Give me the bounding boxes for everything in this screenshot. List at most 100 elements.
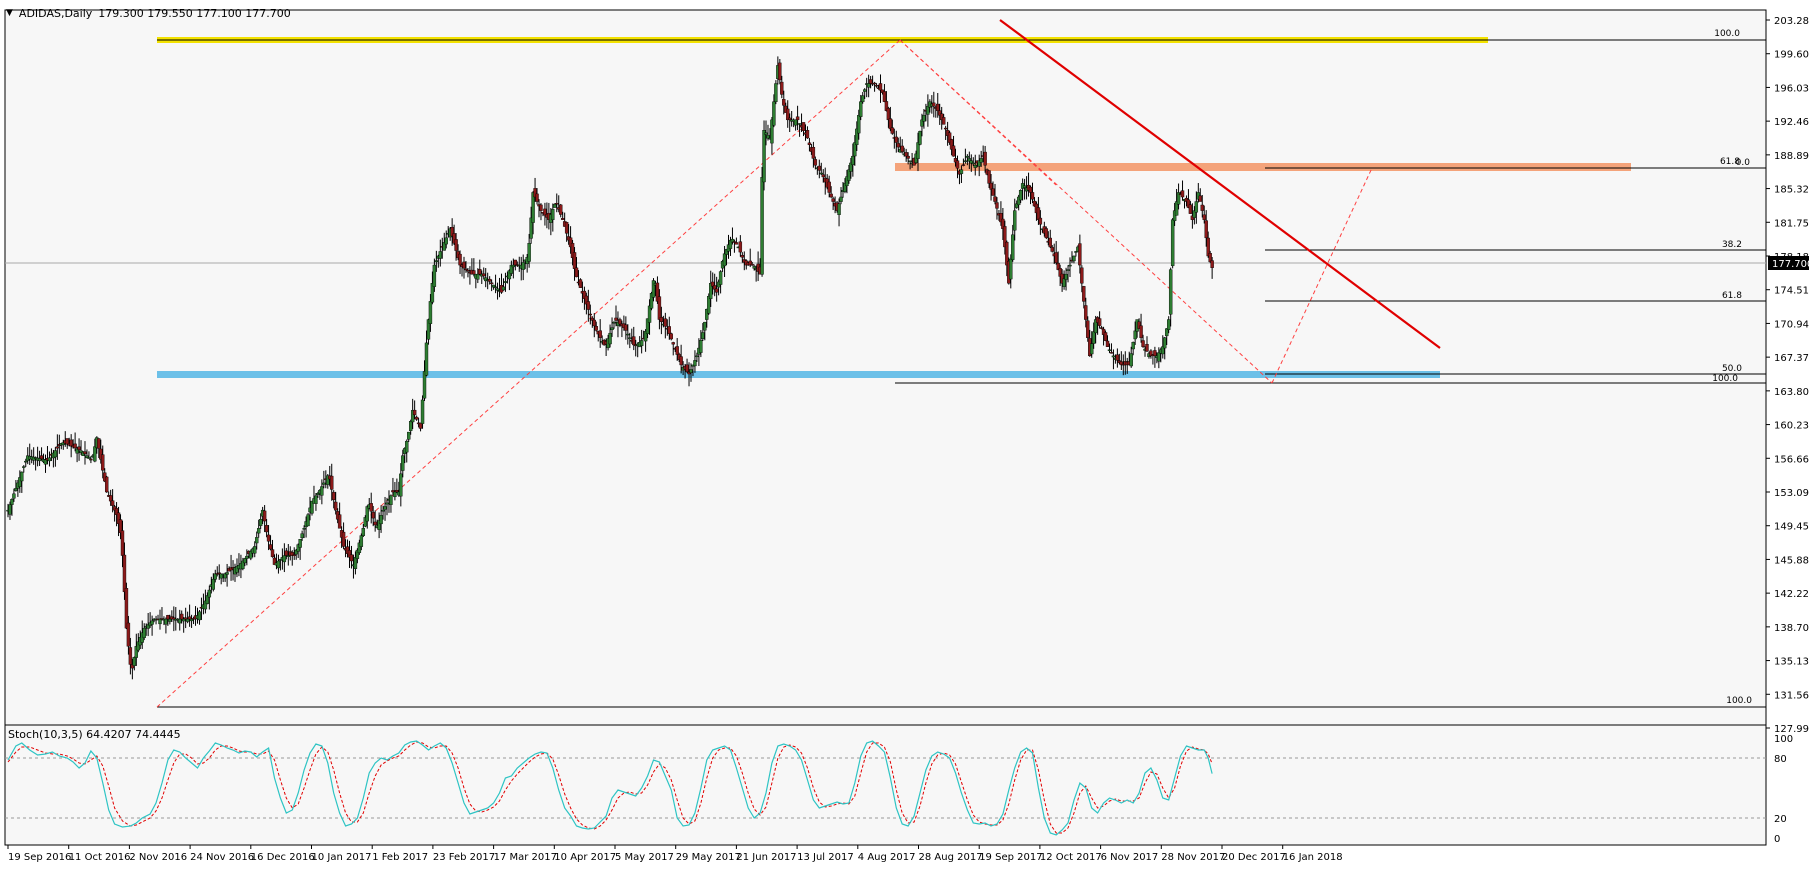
candle-body (341, 531, 346, 547)
candle-body (22, 466, 26, 468)
candle-body (764, 132, 768, 135)
candle-body (166, 615, 170, 620)
x-tick-label: 23 Feb 2017 (433, 852, 495, 863)
candle-body (405, 440, 409, 453)
candle-body (1018, 189, 1023, 201)
candle-body (831, 198, 835, 202)
candle-body (132, 657, 137, 666)
stoch-signal-line (7, 741, 1213, 834)
candle-body (1172, 210, 1177, 221)
candle-body (531, 192, 535, 223)
candle-body (306, 514, 310, 527)
candle-body (1103, 332, 1108, 341)
candle-body (478, 269, 482, 275)
candle-body (632, 336, 636, 346)
candle-body (679, 356, 683, 366)
candle-body (1078, 243, 1082, 266)
candle-body (262, 510, 267, 522)
candle-body (906, 155, 910, 159)
candle-body (951, 145, 956, 157)
stochastic-panel (4, 724, 1767, 846)
candle-body (495, 288, 500, 291)
candle-body (422, 371, 427, 399)
candle-body (513, 259, 518, 266)
candle-body (936, 103, 940, 111)
candle-body (87, 457, 91, 459)
candle-body (412, 409, 417, 416)
candle-body (614, 317, 618, 321)
candle-body (1198, 195, 1202, 202)
candle-body (1131, 342, 1135, 350)
candle-body (628, 337, 632, 339)
candle-body (1188, 204, 1193, 214)
candle-body (432, 264, 437, 287)
candle-body (511, 264, 516, 268)
stoch-y-tick-label: 100 (1774, 734, 1793, 745)
candle-body (647, 305, 652, 323)
resistance-zone-band (895, 163, 1631, 171)
y-tick-label: 196.035 (1774, 83, 1809, 94)
candle-body (740, 255, 745, 258)
candle-body (894, 136, 898, 143)
candle-body (332, 492, 336, 500)
candle-body (349, 554, 354, 562)
candle-body (128, 647, 133, 665)
candle-body (89, 458, 93, 461)
x-tick-label: 29 May 2017 (676, 852, 741, 863)
candle-body (383, 506, 387, 510)
candle-body (438, 251, 443, 259)
candle-body (300, 533, 304, 539)
candle-body (245, 555, 249, 559)
candle-body (995, 202, 999, 209)
candle-body (1107, 349, 1112, 351)
candle-body (391, 490, 395, 493)
fib-level-label: 0.0 (1736, 158, 1751, 168)
candle-body (965, 155, 970, 158)
candle-body (882, 91, 887, 102)
candle-body (863, 89, 867, 92)
x-tick-label: 5 May 2017 (615, 852, 674, 863)
candle-body (1111, 355, 1116, 358)
candle-body (1180, 190, 1185, 198)
ohlc-values: 179.300 179.550 177.100 177.700 (98, 6, 291, 20)
y-tick-label: 174.510 (1774, 286, 1809, 297)
candle-body (774, 83, 778, 102)
candle-body (971, 162, 975, 165)
candle-body (264, 525, 269, 533)
y-tick-label: 199.600 (1774, 50, 1809, 61)
candle-body (258, 519, 263, 526)
candle-body (1062, 278, 1066, 287)
candle-body (43, 459, 48, 465)
candle-body (73, 443, 77, 449)
candle-body (430, 283, 435, 303)
candle-body (551, 209, 555, 220)
candle-body (1139, 325, 1143, 338)
candle-body (1082, 286, 1086, 302)
candle-body (608, 332, 612, 345)
candle-body (1064, 273, 1068, 280)
candle-body (657, 296, 662, 320)
x-tick-label: 10 Apr 2017 (554, 852, 616, 863)
candle-body (750, 264, 754, 266)
stochastic-signal-value: 74.4445 (135, 728, 181, 741)
candle-body (770, 119, 774, 144)
candle-body (527, 243, 531, 262)
current-price-marker (1768, 256, 1809, 270)
candle-body (1011, 234, 1015, 260)
candle-body (472, 270, 476, 275)
stochastic-main-value: 64.4207 (86, 728, 132, 741)
collapse-triangle-icon[interactable]: ▼ (6, 8, 13, 18)
candle-body (284, 550, 289, 556)
candle-body (618, 319, 622, 325)
x-tick-label: 28 Nov 2017 (1161, 852, 1225, 863)
candle-body (464, 268, 468, 271)
y-tick-label: 153.090 (1774, 488, 1809, 499)
candle-body (365, 506, 369, 522)
candle-body (101, 454, 105, 471)
candle-body (493, 286, 498, 289)
candle-body (973, 165, 977, 168)
candle-body (805, 130, 810, 139)
candle-body (213, 573, 217, 580)
